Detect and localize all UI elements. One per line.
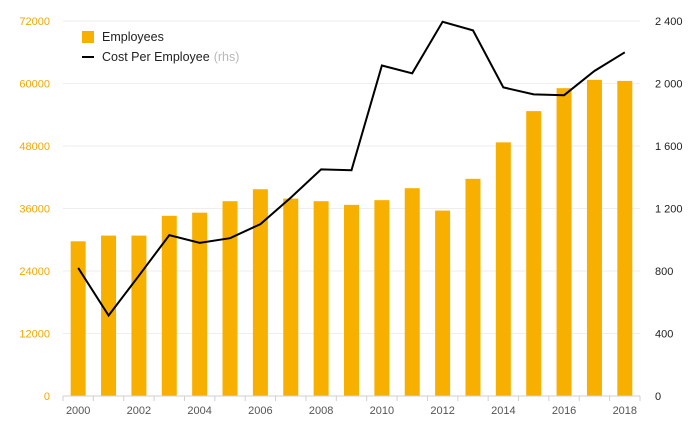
legend-label-suffix: (rhs): [213, 50, 240, 64]
legend-swatch-employees: [82, 31, 94, 43]
y-right-tick-label: 0: [655, 391, 661, 403]
bar-2014: [495, 142, 511, 396]
y-left-tick-label: 36000: [19, 204, 50, 216]
bar-series-employees: [70, 79, 633, 397]
x-tick-label: 2014: [491, 405, 515, 417]
legend-label-cost-per-employee: Cost Per Employee: [102, 50, 210, 64]
x-tick-label: 2012: [430, 405, 454, 417]
legend: Employees Cost Per Employee (rhs): [82, 27, 239, 67]
x-tick-label: 2006: [248, 405, 272, 417]
y-left-tick-label: 24000: [19, 266, 50, 278]
bar-2004: [192, 212, 208, 396]
bar-2012: [435, 210, 451, 396]
x-tick-label: 2016: [552, 405, 576, 417]
bar-2003: [161, 215, 177, 396]
bar-2005: [222, 201, 238, 396]
y-right-tick-label: 2 000: [655, 79, 683, 91]
axes: 0 12000 24000 36000 48000 60000 72000 0 400 800 1 …: [19, 16, 682, 417]
legend-label-employees: Employees: [102, 30, 164, 44]
x-tick-label: 2018: [613, 405, 637, 417]
bar-2016: [556, 88, 572, 396]
bar-2002: [131, 235, 147, 396]
bar-2017: [586, 79, 602, 397]
y-right-tick-label: 1 200: [655, 204, 683, 216]
y-right-tick-label: 800: [655, 266, 673, 278]
y-right-tick-label: 2 400: [655, 16, 683, 28]
y-left-tick-label: 0: [44, 391, 50, 403]
bar-2010: [374, 200, 390, 396]
bar-2009: [344, 204, 359, 396]
legend-item-employees: Employees: [82, 27, 239, 47]
bar-2007: [283, 198, 299, 396]
cost-per-employee-line: [77, 20, 626, 318]
x-tick-label: 2010: [370, 405, 394, 417]
y-right-tick-label: 1 600: [655, 141, 683, 153]
bar-2008: [313, 201, 329, 396]
bar-2000: [70, 241, 86, 396]
bar-2013: [465, 178, 481, 396]
x-tick-label: 2000: [66, 405, 90, 417]
bar-2018: [617, 80, 633, 396]
x-tick-label: 2002: [127, 405, 151, 417]
x-tick-label: 2008: [309, 405, 333, 417]
y-left-tick-label: 12000: [19, 329, 50, 341]
y-left-tick-label: 60000: [19, 79, 50, 91]
bar-2015: [526, 111, 542, 397]
y-left-tick-label: 72000: [19, 16, 50, 28]
y-right-tick-label: 400: [655, 329, 673, 341]
bar-2011: [404, 188, 420, 396]
legend-swatch-cost-per-employee: [82, 56, 94, 58]
x-tick-label: 2004: [187, 405, 211, 417]
y-left-tick-label: 48000: [19, 141, 50, 153]
line-series-cost-per-employee: [77, 20, 626, 318]
legend-item-cost-per-employee: Cost Per Employee (rhs): [82, 47, 239, 67]
bar-2006: [252, 189, 268, 396]
